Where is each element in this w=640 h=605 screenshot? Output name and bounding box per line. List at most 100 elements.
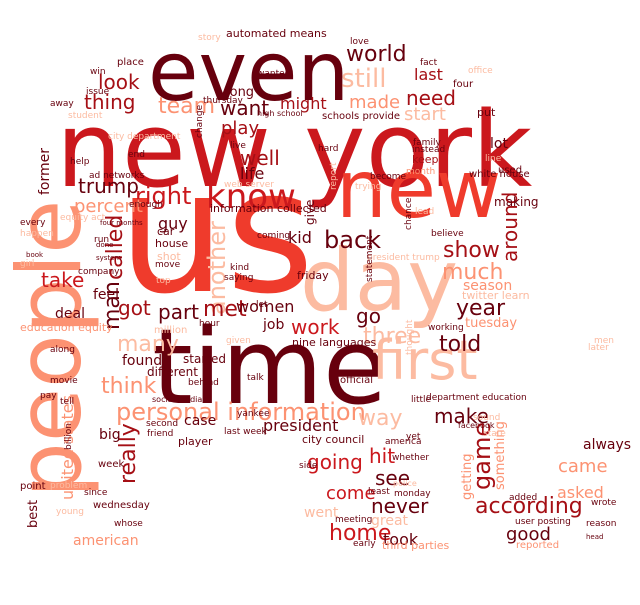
word-high-school: high school [257,109,303,118]
word-trying: trying [355,182,382,192]
word-help: help [70,157,90,167]
word-put: put [477,106,496,119]
word-equity-act: equity act [60,213,106,223]
word-monday: monday [394,489,431,499]
word-reason: reason [586,519,617,529]
word-state: state [483,429,506,439]
word-still: still [341,64,387,94]
word-office: office [468,66,493,76]
word-little: little [411,395,432,405]
word-since: since [84,488,108,498]
word-player: player [178,435,213,448]
word-family: family [413,138,441,148]
word-women: women [236,297,295,316]
word-least: least [368,487,390,497]
word-user-posting: user posting [515,517,571,527]
word-need: need [406,86,456,110]
word-make: make [434,404,489,428]
word-president: president [263,416,339,435]
word-win: win [90,67,106,77]
word-look: look [98,70,140,94]
word-ad-networks: ad networks [89,171,145,181]
word-saying: saying [224,273,254,283]
word-thing: thing [84,90,136,114]
word-started: started [183,352,226,366]
word-happen: happen [20,229,54,239]
word-facebook: facebook [458,421,495,430]
word-instead: instead [412,145,446,155]
word-even: even [148,25,350,120]
word-take: take [41,268,85,292]
word-billion: billion [64,423,74,450]
word-side: side [299,461,318,471]
word-former: former [37,147,53,195]
word-show: show [443,238,500,263]
word-twitter-learn: twitter learn [462,289,530,302]
word-automated-means: automated means [226,27,327,40]
word-men: men [594,336,615,346]
word-percent: percent [74,196,143,217]
word-month: month [406,167,436,177]
word-found: found [122,353,163,369]
word-place: place [117,57,144,68]
word-way: way [358,406,403,431]
word-season: season [463,278,513,294]
word-behind: behind [188,378,219,388]
word-home: home [329,521,392,546]
word-much: much [442,260,504,285]
word-last-week: last week [224,427,267,437]
word-long: long [226,85,255,100]
word-wrote: wrote [591,498,617,508]
word-whose: whose [114,519,143,529]
word-car: car [157,225,175,238]
word-love: love [350,37,369,47]
word-team: team [158,94,216,119]
word-along: along [50,345,75,355]
word-problem: problem [50,481,88,491]
word-know: know [206,177,296,217]
word-three: three [363,324,422,349]
word-go: go [356,304,381,328]
word-lot: lot [490,136,508,152]
word-part: part [158,300,200,324]
word-web-server: web server [224,180,274,190]
word-change: change [195,104,205,138]
word-shot: shot [157,250,181,263]
word-keep: keep [412,153,439,166]
word-story: story [198,33,221,43]
word-young: young [56,507,84,517]
word-every: every [20,218,46,228]
word-personal-information: personal information [116,398,366,426]
word-met: met [203,297,247,322]
word-later: later [588,343,609,353]
word-yankee: yankee [237,409,270,419]
word-really: really [116,423,141,484]
word-tuesday: tuesday [465,316,518,331]
word-hour: hour [199,319,220,329]
word-white-house: white house [469,169,530,180]
word-took: took [383,530,419,549]
word-pay: pay [40,391,57,401]
word-america: america [385,437,422,447]
word-job: job [263,317,285,333]
word-information-collected: information collected [210,202,327,215]
word-coming: coming [257,231,291,241]
word-new: new [336,143,502,236]
word-social-media: social media [152,395,203,404]
word-reported: reported [516,540,560,551]
word-away: away [50,99,74,109]
word-world: world [346,42,407,67]
word-many: many [117,332,179,357]
word-schools-provide: schools provide [322,111,401,122]
word-meeting: meeting [335,515,373,525]
word-done: done [96,241,114,249]
word-thought: thought [405,319,415,355]
word-us: us [118,134,315,332]
word-want: want [220,96,270,120]
word-four-months: four months [100,219,143,227]
word-line: line [485,154,502,164]
word-making: making [494,195,539,209]
word-point: point [20,481,46,492]
word-student: student [68,111,103,121]
word-start: start [404,104,446,125]
